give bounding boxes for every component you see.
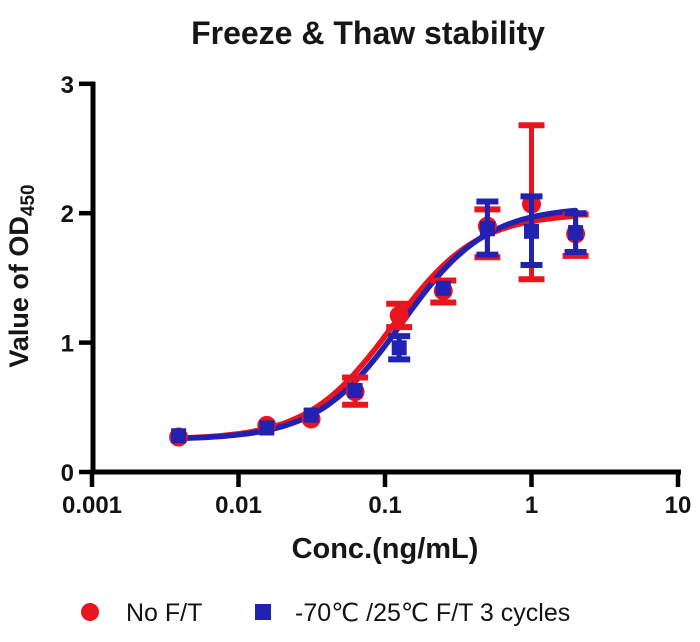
legend: No F/T -70℃ /25℃ F/T 3 cycles bbox=[81, 599, 570, 627]
legend-label-ft-cycles: -70℃ /25℃ F/T 3 cycles bbox=[295, 599, 570, 627]
x-tick-label: 1 bbox=[525, 492, 538, 519]
x-tick-label: 0.1 bbox=[368, 492, 401, 519]
data-point-ft-cycles bbox=[479, 221, 495, 237]
data-point-ft-cycles bbox=[303, 407, 319, 423]
data-point-ft-cycles bbox=[171, 428, 187, 444]
y-tick-label: 0 bbox=[61, 460, 74, 487]
fit-curve-no-ft bbox=[175, 213, 579, 441]
x-tick-label: 10 bbox=[665, 492, 692, 519]
x-tick-label: 0.001 bbox=[62, 492, 122, 519]
y-axis-label: Value of OD450 bbox=[4, 184, 39, 367]
data-point-ft-cycles bbox=[259, 420, 275, 436]
y-tick-label: 3 bbox=[61, 72, 74, 99]
data-point-ft-cycles bbox=[435, 280, 451, 296]
legend-label-no-ft: No F/T bbox=[126, 599, 202, 627]
fit-curve-ft-cycles bbox=[175, 207, 579, 442]
y-tick-label: 1 bbox=[61, 331, 74, 358]
data-point-ft-cycles bbox=[524, 223, 539, 239]
data-point-ft-cycles bbox=[391, 340, 407, 356]
y-axis-label-main: Value of OD bbox=[4, 216, 34, 368]
x-tick-label: 0.01 bbox=[215, 492, 262, 519]
data-point-ft-cycles bbox=[568, 225, 584, 241]
x-axis-label: Conc.(ng/mL) bbox=[292, 533, 479, 565]
data-point-no-ft bbox=[389, 305, 409, 325]
plot-series bbox=[169, 122, 589, 447]
y-axis-label-subscript: 450 bbox=[18, 184, 39, 216]
legend-circle-icon bbox=[81, 603, 99, 621]
axes: 0.001 0.01 0.1 1 10 0 1 2 3 bbox=[61, 72, 692, 519]
y-tick-label: 2 bbox=[61, 201, 74, 228]
legend-square-icon bbox=[255, 604, 271, 620]
chart-title: Freeze & Thaw stability bbox=[191, 15, 545, 51]
data-point-ft-cycles bbox=[347, 382, 363, 398]
